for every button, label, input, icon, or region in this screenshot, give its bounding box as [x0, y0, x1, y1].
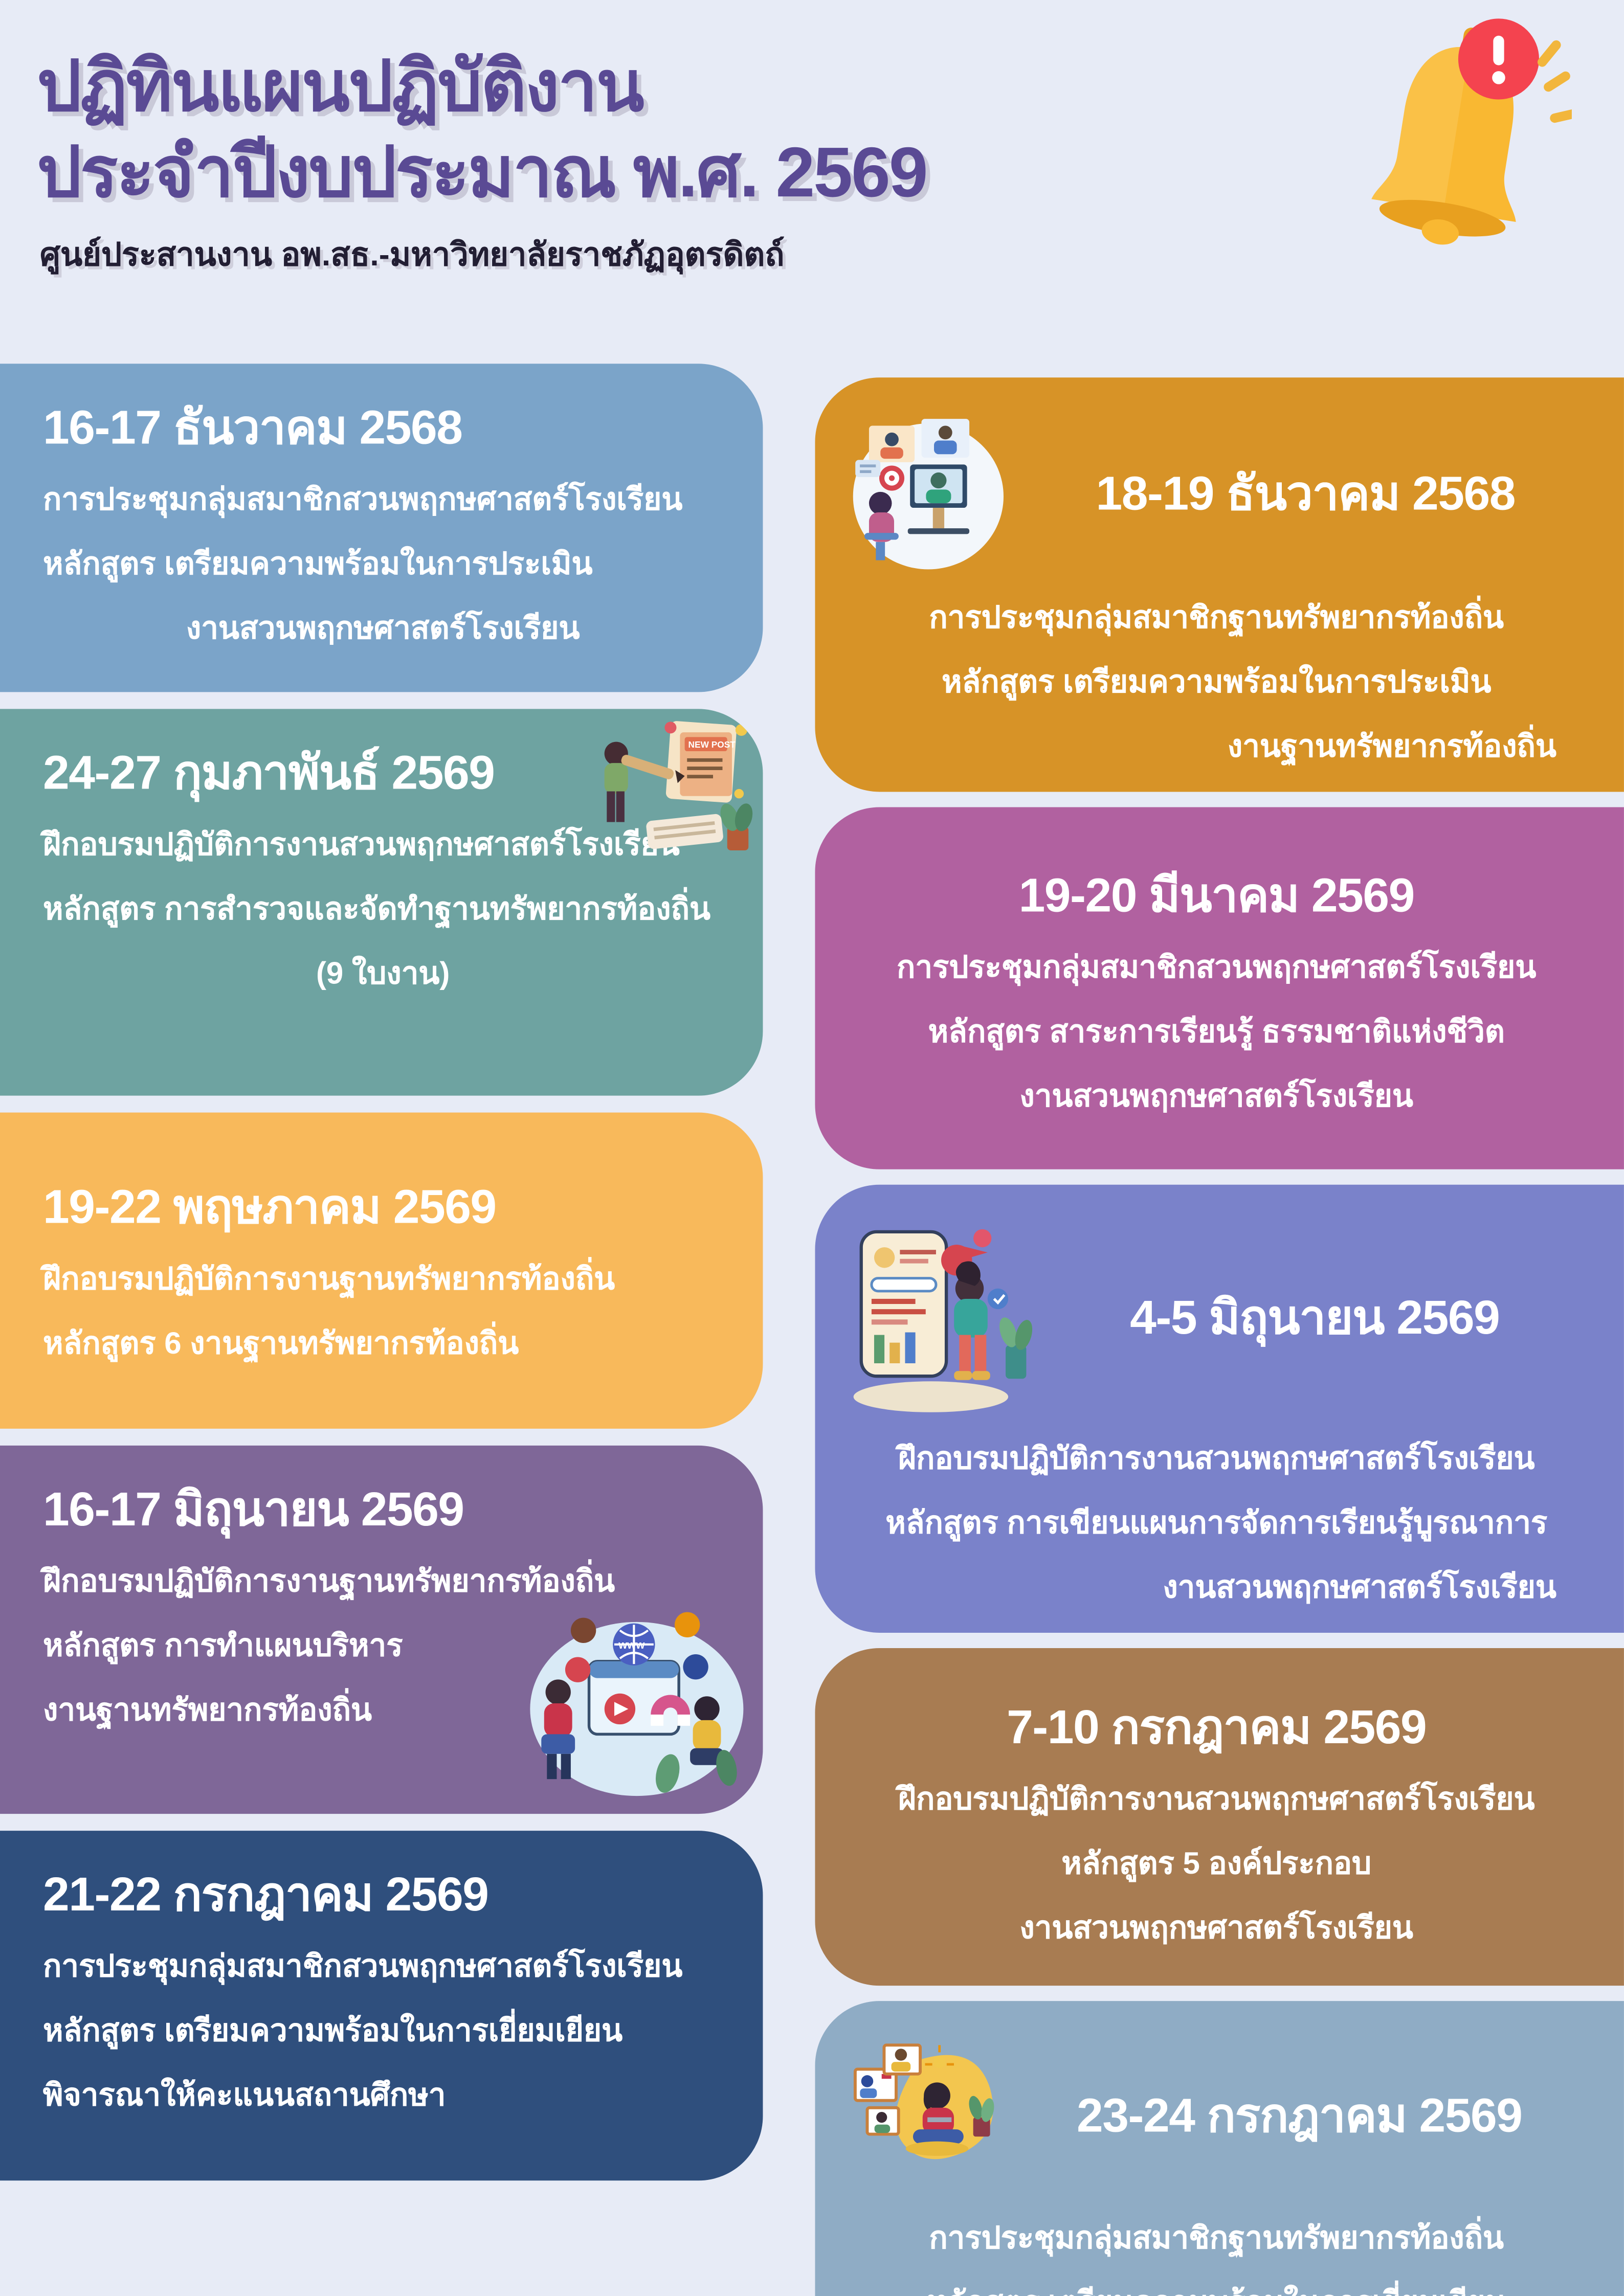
page-title-line2: ประจำปีงบประมาณ พ.ศ. 2569	[37, 132, 928, 212]
event-card-header: 19-22 พฤษภาคม 2569	[43, 1180, 723, 1235]
www-team-illustration: www	[517, 1605, 750, 1802]
notification-bell-icon	[1339, 6, 1580, 270]
event-text-line: หลักสูตร สาระการเรียนรู้ ธรรมชาติแห่งชีว…	[928, 1015, 1505, 1049]
event-card-header: 21-22 กรกฎาคม 2569	[43, 1867, 723, 1922]
event-text-line: งานสวนพฤกษศาสตร์โรงเรียน	[1163, 1571, 1556, 1605]
svg-text:www: www	[618, 1638, 645, 1651]
event-text-line: ฝึกอบรมปฏิบัติการงานสวนพฤกษศาสตร์โรงเรีย…	[898, 1442, 1535, 1476]
event-text-line: การประชุมกลุ่มสมาชิกฐานทรัพยากรท้องถิ่น	[929, 2222, 1504, 2256]
event-card-header: 19-20 มีนาคม 2569	[855, 869, 1578, 924]
event-date: 21-22 กรกฎาคม 2569	[43, 1867, 489, 1922]
page-title-line1: ปฏิทินแผนปฏิบัติงาน	[37, 46, 644, 126]
page-subtitle: ศูนย์ประสานงาน อพ.สธ.-มหาวิทยาลัยราชภัฏอ…	[40, 238, 785, 274]
event-date: 18-19 ธันวาคม 2568	[1096, 466, 1516, 521]
event-text-line: หลักสูตร 6 งานฐานทรัพยากรท้องถิ่น	[43, 1326, 519, 1361]
event-card-header: 24-27 กุมภาพันธ์ 2569	[43, 746, 723, 800]
event-text-line: ฝึกอบรมปฏิบัติการงานฐานทรัพยากรท้องถิ่น	[43, 1564, 615, 1599]
event-card-header: 18-19 ธันวาคม 2568	[853, 414, 1578, 574]
event-text-line: งานสวนพฤกษศาสตร์โรงเรียน	[1019, 1911, 1413, 1946]
event-card-header: 16-17 ธันวาคม 2568	[43, 400, 723, 455]
new-post-illustration: NEW POST	[575, 718, 753, 871]
event-card-header: 16-17 มิถุนายน 2569	[43, 1482, 723, 1537]
event-description: การประชุมกลุ่มสมาชิกสวนพฤกษศาสตร์โรงเรีย…	[43, 1947, 723, 2115]
event-card-5: 19-22 พฤษภาคม 2569 ฝึกอบรมปฏิบัติการงานฐ…	[0, 1112, 763, 1429]
event-card-4: 19-20 มีนาคม 2569 การประชุมกลุ่มสมาชิกสว…	[815, 807, 1624, 1169]
event-card-6: 4-5 มิถุนายน 2569 ฝึกอบรมปฏิบัติการงานสว…	[815, 1184, 1624, 1633]
event-text-line: หลักสูตร เตรียมความพร้อมในการเยี่ยมเยียน	[855, 2283, 1578, 2296]
event-date: 19-20 มีนาคม 2569	[1018, 868, 1415, 922]
event-card-9: 21-22 กรกฎาคม 2569 การประชุมกลุ่มสมาชิกส…	[0, 1831, 763, 2181]
event-description: การประชุมกลุ่มสมาชิกฐานทรัพยากรท้องถิ่นห…	[855, 598, 1578, 767]
event-text-line: งานฐานทรัพยากรท้องถิ่น	[43, 1693, 372, 1727]
events-column-left: 16-17 ธันวาคม 2568 การประชุมกลุ่มสมาชิกส…	[0, 364, 763, 2181]
event-text-line: หลักสูตร การสำรวจและจัดทำฐานทรัพยากรท้อง…	[43, 892, 710, 927]
event-description: การประชุมกลุ่มสมาชิกสวนพฤกษศาสตร์โรงเรีย…	[43, 480, 723, 648]
event-text-line: (9 ใบงาน)	[316, 957, 450, 991]
event-text-line: งานสวนพฤกษศาสตร์โรงเรียน	[1019, 1079, 1413, 1114]
event-card-10: 23-24 กรกฎาคม 2569 การประชุมกลุ่มสมาชิกฐ…	[815, 2001, 1624, 2296]
event-text-line: การประชุมกลุ่มสมาชิกสวนพฤกษศาสตร์โรงเรีย…	[43, 483, 683, 517]
event-description: ฝึกอบรมปฏิบัติการงานฐานทรัพยากรท้องถิ่นห…	[43, 1259, 723, 1364]
event-card-7: 16-17 มิถุนายน 2569 ฝึกอบรมปฏิบัติการงาน…	[0, 1445, 763, 1814]
event-card-header: 7-10 กรกฎาคม 2569	[855, 1700, 1578, 1755]
event-description: การประชุมกลุ่มสมาชิกฐานทรัพยากรท้องถิ่นห…	[855, 2219, 1578, 2296]
event-description: ฝึกอบรมปฏิบัติการงานสวนพฤกษศาสตร์โรงเรีย…	[855, 1439, 1578, 1608]
video-meeting-illustration	[842, 414, 1020, 574]
event-text-line: หลักสูตร เตรียมความพร้อมในการประเมิน	[941, 666, 1492, 700]
event-description: ฝึกอบรมปฏิบัติการงานสวนพฤกษศาสตร์โรงเรีย…	[855, 1780, 1578, 1948]
event-date: 23-24 กรกฎาคม 2569	[1077, 2088, 1523, 2143]
event-text-line: หลักสูตร การเขียนแผนการจัดการเรียนรู้บูร…	[885, 1506, 1548, 1541]
events-grid: 16-17 ธันวาคม 2568 การประชุมกลุ่มสมาชิกส…	[0, 364, 1624, 2296]
event-description: การประชุมกลุ่มสมาชิกสวนพฤกษศาสตร์โรงเรีย…	[855, 948, 1578, 1116]
header: ปฏิทินแผนปฏิบัติงาน ประจำปีงบประมาณ พ.ศ.…	[0, 0, 1624, 364]
event-card-3: 24-27 กุมภาพันธ์ 2569 ฝึกอบรมปฏิบัติการง…	[0, 709, 763, 1096]
event-card-header: 23-24 กรกฎาคม 2569	[853, 2038, 1578, 2194]
event-text-line: ฝึกอบรมปฏิบัติการงานสวนพฤกษศาสตร์โรงเรีย…	[898, 1782, 1535, 1816]
event-date: 7-10 กรกฎาคม 2569	[1007, 1700, 1427, 1754]
event-text-line: ฝึกอบรมปฏิบัติการงานฐานทรัพยากรท้องถิ่น	[43, 1262, 615, 1296]
event-date: 4-5 มิถุนายน 2569	[1130, 1291, 1500, 1345]
event-text-line: หลักสูตร การทำแผนบริหาร	[43, 1629, 403, 1663]
event-date: 24-27 กุมภาพันธ์ 2569	[43, 746, 495, 800]
event-card-1: 16-17 ธันวาคม 2568 การประชุมกลุ่มสมาชิกส…	[0, 364, 763, 692]
event-text-line: งานฐานทรัพยากรท้องถิ่น	[1227, 730, 1556, 764]
events-column-right: 18-19 ธันวาคม 2568 การประชุมกลุ่มสมาชิกฐ…	[815, 377, 1624, 2296]
event-text-line: หลักสูตร เตรียมความพร้อมในการประเมิน	[43, 547, 593, 581]
event-date: 19-22 พฤษภาคม 2569	[43, 1180, 497, 1234]
event-text-line: การประชุมกลุ่มสมาชิกสวนพฤกษศาสตร์โรงเรีย…	[897, 951, 1537, 985]
megaphone-review-illustration	[846, 1222, 1039, 1415]
svg-text:NEW POST: NEW POST	[688, 739, 736, 750]
event-text-line: การประชุมกลุ่มสมาชิกฐานทรัพยากรท้องถิ่น	[929, 601, 1504, 636]
event-text-line: หลักสูตร 5 องค์ประกอบ	[1061, 1847, 1372, 1881]
event-text-line: การประชุมกลุ่มสมาชิกสวนพฤกษศาสตร์โรงเรีย…	[43, 1950, 683, 1984]
event-text-line: หลักสูตร เตรียมความพร้อมในการเยี่ยมเยียน	[43, 2014, 623, 2049]
event-card-2: 18-19 ธันวาคม 2568 การประชุมกลุ่มสมาชิกฐ…	[815, 377, 1624, 792]
event-text-line: ฝึกอบรมปฏิบัติการงานสวนพฤกษศาสตร์โรงเรีย…	[43, 828, 680, 862]
event-card-header: 4-5 มิถุนายน 2569	[853, 1222, 1578, 1415]
video-frames-illustration	[849, 2038, 1008, 2194]
event-text-line: พิจารณาให้คะแนนสถานศึกษา	[43, 2079, 446, 2113]
event-text-line: งานสวนพฤกษศาสตร์โรงเรียน	[186, 612, 580, 646]
event-card-8: 7-10 กรกฎาคม 2569 ฝึกอบรมปฏิบัติการงานสว…	[815, 1648, 1624, 1986]
event-date: 16-17 มิถุนายน 2569	[43, 1482, 464, 1536]
event-description: ฝึกอบรมปฏิบัติการงานฐานทรัพยากรท้องถิ่นห…	[43, 1562, 723, 1730]
event-date: 16-17 ธันวาคม 2568	[43, 400, 463, 455]
event-description: ฝึกอบรมปฏิบัติการงานสวนพฤกษศาสตร์โรงเรีย…	[43, 825, 723, 994]
